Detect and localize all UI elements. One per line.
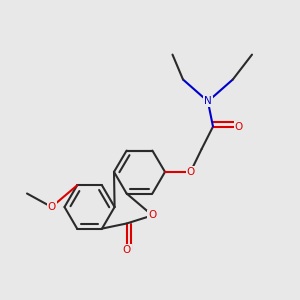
Text: O: O (186, 167, 195, 177)
Text: N: N (204, 96, 212, 106)
Text: O: O (148, 210, 157, 220)
Text: O: O (234, 122, 243, 132)
Text: O: O (122, 245, 131, 255)
Text: O: O (47, 202, 56, 212)
